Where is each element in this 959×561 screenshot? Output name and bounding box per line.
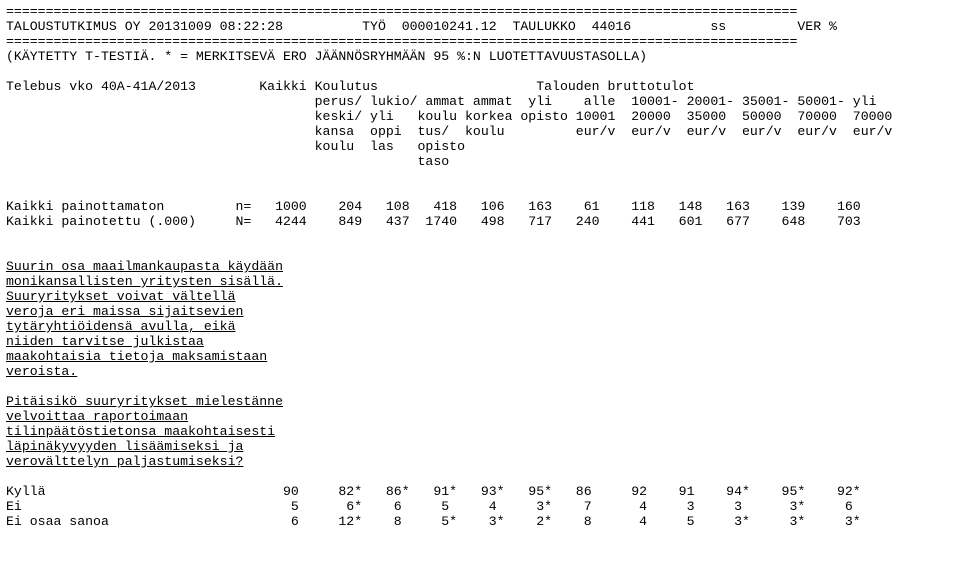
group-header-3: keski/ yli koulu korkea opisto 10001 200… [6,109,892,124]
paragraph-line: Suurin osa maailmankaupasta käydään [6,259,283,274]
paragraph-line: monikansallisten yritysten sisällä. [6,274,283,289]
rule-line-2: ========================================… [6,34,797,49]
question-line: velvoittaa raportoimaan [6,409,188,424]
result-row-yes: Kyllä 90 82* 86* 91* 93* 95* 86 92 91 94… [6,484,861,499]
question-line: Pitäisikö suuryritykset mielestänne [6,394,283,409]
paragraph-line: Suuryritykset voivat vältellä [6,289,236,304]
row-unweighted: Kaikki painottamaton n= 1000 204 108 418… [6,199,861,214]
header-line: TALOUSTUTKIMUS OY 20131009 08:22:28 TYÖ … [6,19,837,34]
paragraph-line: maakohtaisia tietoja maksamistaan [6,349,267,364]
group-header-4: kansa oppi tus/ koulu eur/v eur/v eur/v … [6,124,892,139]
group-header-1: Telebus vko 40A-41A/2013 Kaikki Koulutus… [6,79,695,94]
group-header-2: perus/ lukio/ ammat ammat yli alle 10001… [6,94,877,109]
result-row-no: Ei 5 6* 6 5 4 3* 7 4 3 3 3* 6 [6,499,853,514]
report-text: ========================================… [0,0,959,533]
rule-line: ========================================… [6,4,797,19]
question-line: verovälttelyn paljastumiseksi? [6,454,243,469]
paragraph-line: tytäryhtiöidensä avulla, eikä [6,319,236,334]
result-row-dk: Ei osaa sanoa 6 12* 8 5* 3* 2* 8 4 5 3* … [6,514,861,529]
group-header-5: koulu las opisto [6,139,465,154]
question-line: tilinpäätöstietonsa maakohtaisesti [6,424,275,439]
subheader-line: (KÄYTETTY T-TESTIÄ. * = MERKITSEVÄ ERO J… [6,49,647,64]
row-weighted: Kaikki painotettu (.000) N= 4244 849 437… [6,214,861,229]
paragraph-line: veroista. [6,364,77,379]
group-header-6: taso [6,154,449,169]
paragraph-line: niiden tarvitse julkistaa [6,334,204,349]
paragraph-line: veroja eri maissa sijaitsevien [6,304,243,319]
question-line: läpinäkyvyyden lisäämiseksi ja [6,439,243,454]
